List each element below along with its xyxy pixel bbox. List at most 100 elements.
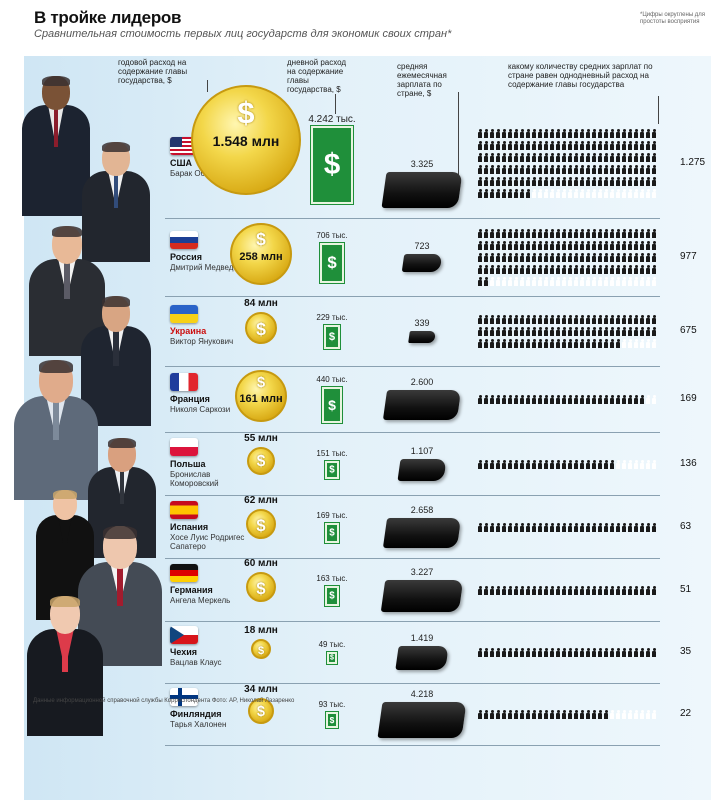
row-separator bbox=[165, 495, 660, 496]
person-icon bbox=[490, 315, 494, 324]
person-icon bbox=[586, 153, 590, 162]
person-icon bbox=[484, 395, 488, 404]
person-icon bbox=[514, 648, 518, 657]
ratio-label: 977 bbox=[680, 251, 697, 262]
dollar-icon: $ bbox=[327, 253, 337, 272]
annual-cost-label: 18 млн bbox=[244, 625, 278, 636]
person-icon bbox=[490, 241, 494, 250]
person-icon bbox=[514, 395, 518, 404]
ratio-label: 169 bbox=[680, 393, 697, 404]
person-icon bbox=[610, 648, 614, 657]
person-icon bbox=[490, 459, 494, 469]
person-icon bbox=[616, 648, 620, 657]
person-icon bbox=[520, 153, 524, 162]
person-icon bbox=[616, 395, 620, 404]
person-icon bbox=[568, 241, 572, 250]
person-icon bbox=[550, 253, 554, 262]
person-icon bbox=[604, 327, 608, 336]
person-icon bbox=[532, 241, 536, 250]
person-icon bbox=[598, 277, 602, 286]
person-icon bbox=[502, 265, 506, 274]
wallet-icon bbox=[381, 172, 463, 208]
coin-icon: $ bbox=[248, 698, 274, 724]
person-icon bbox=[622, 395, 626, 404]
person-icon bbox=[592, 229, 596, 238]
person-icon bbox=[616, 129, 620, 138]
person-icon bbox=[520, 241, 524, 250]
person-icon bbox=[646, 241, 650, 250]
person-icon bbox=[580, 710, 584, 719]
ratio-label: 675 bbox=[680, 325, 697, 336]
person-icon bbox=[484, 327, 488, 336]
dollar-icon: $ bbox=[329, 715, 335, 725]
people-grid bbox=[478, 522, 658, 535]
person-icon bbox=[640, 189, 644, 198]
person-icon bbox=[538, 189, 542, 198]
banknote-icon: $ bbox=[325, 585, 339, 606]
salary-label: 3.325 bbox=[410, 159, 434, 169]
person-icon bbox=[580, 229, 584, 238]
person-icon bbox=[580, 265, 584, 274]
person-icon bbox=[544, 153, 548, 162]
ratio-label: 63 bbox=[680, 520, 692, 532]
flag-icon-ru bbox=[170, 231, 198, 249]
person-icon bbox=[562, 277, 566, 286]
person-icon bbox=[616, 189, 620, 198]
person-icon bbox=[556, 315, 560, 324]
person-icon bbox=[640, 241, 644, 250]
person-icon bbox=[526, 395, 530, 404]
person-icon bbox=[478, 189, 482, 198]
person-icon bbox=[628, 648, 632, 657]
person-icon bbox=[634, 327, 638, 336]
person-icon bbox=[502, 339, 506, 348]
person-icon bbox=[634, 710, 638, 719]
header-daily: дневной расход на содержание главы госуд… bbox=[287, 58, 347, 94]
person-icon bbox=[550, 189, 554, 198]
person-icon bbox=[622, 339, 626, 348]
person-icon bbox=[652, 395, 656, 404]
people-grid bbox=[478, 129, 658, 201]
person-icon bbox=[622, 277, 626, 286]
person-icon bbox=[556, 327, 560, 336]
person-icon bbox=[604, 315, 608, 324]
daily-cost-label: 163 тыс. bbox=[316, 573, 348, 583]
person-icon bbox=[562, 229, 566, 238]
person-icon bbox=[634, 253, 638, 262]
person-icon bbox=[598, 395, 602, 404]
person-icon bbox=[484, 522, 488, 532]
person-icon bbox=[610, 265, 614, 274]
person-icon bbox=[514, 459, 518, 469]
person-icon bbox=[532, 327, 536, 336]
person-icon bbox=[568, 265, 572, 274]
person-icon bbox=[508, 522, 512, 532]
person-icon bbox=[490, 710, 494, 719]
person-icon bbox=[610, 189, 614, 198]
person-icon bbox=[628, 153, 632, 162]
person-icon bbox=[520, 315, 524, 324]
person-icon bbox=[622, 710, 626, 719]
wallet-icon bbox=[380, 579, 464, 612]
person-icon bbox=[568, 153, 572, 162]
person-icon bbox=[586, 522, 590, 532]
person-icon bbox=[520, 129, 524, 138]
person-icon bbox=[586, 459, 590, 469]
person-icon bbox=[634, 585, 638, 595]
person-icon bbox=[502, 277, 506, 286]
person-icon bbox=[508, 229, 512, 238]
person-icon bbox=[526, 277, 530, 286]
person-icon bbox=[478, 165, 482, 174]
leader-name: Бронислав Коморовский bbox=[170, 469, 219, 488]
daily-cost-label: 169 тыс. bbox=[316, 510, 348, 520]
person-icon bbox=[568, 339, 572, 348]
person-icon bbox=[508, 327, 512, 336]
person-icon bbox=[598, 129, 602, 138]
row-separator bbox=[165, 432, 660, 433]
person-icon bbox=[496, 339, 500, 348]
row-separator bbox=[165, 558, 660, 559]
banknote-icon: $ bbox=[325, 460, 339, 479]
person-icon bbox=[622, 165, 626, 174]
person-icon bbox=[616, 153, 620, 162]
person-icon bbox=[520, 253, 524, 262]
person-icon bbox=[556, 459, 560, 469]
person-icon bbox=[640, 339, 644, 348]
